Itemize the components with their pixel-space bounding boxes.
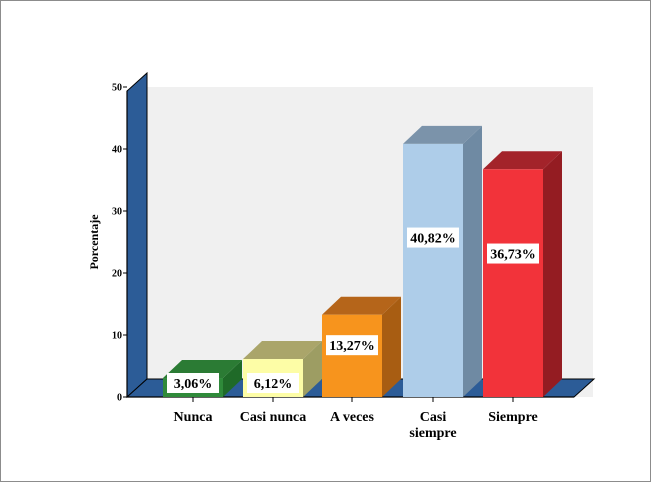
bar-top	[403, 125, 482, 144]
data-label: 36,73%	[490, 248, 536, 263]
data-label-box	[326, 335, 378, 356]
data-label-box	[167, 373, 219, 393]
data-label-box	[407, 227, 459, 248]
bar-side	[382, 296, 401, 397]
x-tick-label: siempre	[409, 426, 456, 441]
bar-side	[223, 360, 242, 397]
left-wall	[126, 71, 148, 399]
bar-side	[463, 125, 482, 397]
x-tick-label: Siempre	[488, 410, 538, 425]
y-tick-label: 40	[112, 145, 122, 156]
data-label: 40,82%	[410, 232, 456, 247]
x-tick-label: Casi nunca	[240, 410, 307, 425]
data-label-box	[247, 373, 299, 393]
data-label: 3,06%	[174, 377, 213, 392]
bar-top	[483, 151, 562, 170]
data-label-box	[487, 243, 539, 264]
bar	[403, 143, 463, 397]
bar-top	[322, 296, 401, 315]
bar	[483, 169, 543, 397]
y-tick-label: 10	[112, 331, 122, 342]
y-tick-label: 0	[117, 393, 122, 404]
bar-side	[543, 151, 562, 397]
bar	[322, 314, 382, 397]
y-tick-label: 30	[112, 207, 122, 218]
x-tick-label: Casi	[420, 410, 447, 425]
y-axis-title: Porcentaje	[87, 214, 101, 270]
bar-side	[303, 341, 322, 397]
bar-top	[243, 341, 322, 360]
y-tick-label: 50	[112, 83, 122, 94]
x-tick-label: A veces	[330, 410, 374, 425]
data-label: 13,27%	[329, 339, 375, 354]
y-tick-label: 20	[112, 269, 122, 280]
x-tick-label: Nunca	[174, 410, 213, 425]
data-label: 6,12%	[254, 377, 293, 392]
